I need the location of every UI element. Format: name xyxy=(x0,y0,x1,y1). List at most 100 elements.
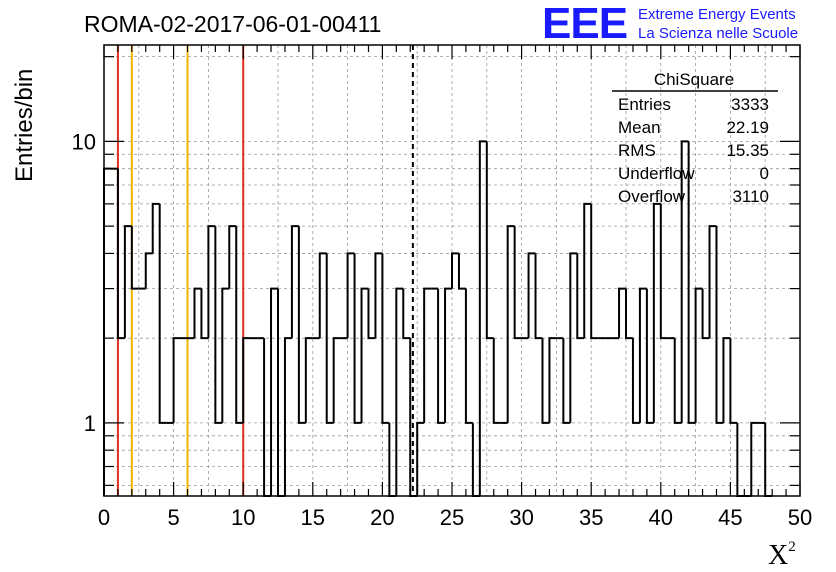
histogram-bin xyxy=(116,168,125,340)
histogram-bin xyxy=(214,226,223,424)
histogram-bin xyxy=(506,225,515,423)
stats-row-value: 3110 xyxy=(732,187,769,206)
stats-row-value: 0 xyxy=(760,164,769,183)
x-tick-label: 0 xyxy=(98,505,110,530)
histogram-bin xyxy=(534,253,543,340)
histogram-bin xyxy=(562,338,571,424)
stats-row-label: Overflow xyxy=(618,187,686,206)
histogram-bin xyxy=(527,252,536,339)
histogram-bin xyxy=(332,337,341,423)
histogram-bin xyxy=(673,338,682,424)
histogram-bin xyxy=(374,252,383,339)
histogram-bin xyxy=(492,338,501,424)
histogram-bin xyxy=(304,337,313,423)
x-tick-label: 45 xyxy=(718,505,742,530)
x-tick-label: 15 xyxy=(301,505,325,530)
eee-logo: EEE Extreme Energy Events La Scienza nel… xyxy=(542,0,798,48)
x-tick-label: 50 xyxy=(788,505,812,530)
histogram-bin xyxy=(242,337,251,423)
stats-row-label: RMS xyxy=(618,141,656,160)
x-tick-label: 20 xyxy=(370,505,394,530)
histogram-bin xyxy=(638,287,647,423)
histogram-bin xyxy=(652,202,661,423)
histogram-bin xyxy=(715,226,724,424)
histogram-bin xyxy=(444,287,452,423)
y-tick-label: 10 xyxy=(72,129,96,154)
stats-title: ChiSquare xyxy=(654,70,734,89)
stats-row-value: 3333 xyxy=(731,95,769,114)
logo-line-2: La Scienza nelle Scuole xyxy=(638,25,798,42)
histogram-bin xyxy=(283,337,292,496)
histogram-bin xyxy=(437,288,446,424)
chart-title: ROMA-02-2017-06-01-00411 xyxy=(84,11,381,37)
histogram-bin xyxy=(221,287,230,423)
axes xyxy=(103,44,801,497)
histogram-bin xyxy=(750,421,759,496)
histogram-bin xyxy=(367,288,376,340)
histogram-bin xyxy=(318,252,327,339)
histogram-bin xyxy=(416,421,425,496)
histogram-bin xyxy=(694,287,703,423)
histogram-bin xyxy=(207,225,216,339)
logo-mark: EEE xyxy=(542,0,627,48)
histogram-bin xyxy=(172,337,181,423)
histogram-bin xyxy=(325,253,334,424)
x-tick-label: 25 xyxy=(440,505,464,530)
histogram-bin xyxy=(590,203,599,340)
histogram-bin xyxy=(277,288,285,497)
histogram-bin xyxy=(576,253,585,340)
histogram xyxy=(103,140,773,497)
histogram-bin xyxy=(353,253,362,424)
x-tick-label: 30 xyxy=(509,505,533,530)
histogram-bin xyxy=(708,225,717,339)
histogram-bin xyxy=(228,225,237,289)
histogram-bin xyxy=(423,287,432,423)
x-axis-label-superscript: 2 xyxy=(788,539,796,555)
histogram-bin xyxy=(151,202,160,254)
histogram-bin xyxy=(297,226,306,424)
histogram-bin xyxy=(583,202,592,339)
histogram-bin xyxy=(478,140,487,496)
y-tick-label: 1 xyxy=(84,411,96,436)
histogram-bin xyxy=(290,225,299,339)
stats-box: ChiSquare Entries 3333 Mean 22.19 RMS 15.35 Un… xyxy=(612,70,778,206)
histogram-bin xyxy=(235,226,244,424)
histogram-bin xyxy=(645,288,654,424)
histogram-bin xyxy=(451,252,459,289)
histogram-bin xyxy=(402,288,411,340)
y-axis-label: Entries/bin xyxy=(11,69,38,182)
x-axis-label-base: X xyxy=(768,540,788,571)
logo-line-1: Extreme Energy Events xyxy=(638,6,796,23)
histogram-bin xyxy=(722,337,731,423)
histogram-bin xyxy=(631,338,640,424)
histogram-bin xyxy=(200,288,209,340)
histogram-bin xyxy=(701,288,710,340)
histogram-bin xyxy=(659,203,668,340)
histogram-bin xyxy=(123,225,132,339)
stats-row-label: Underflow xyxy=(618,164,695,183)
histogram-bin xyxy=(103,167,111,496)
histogram-bin xyxy=(130,226,139,290)
histogram-bin xyxy=(346,252,355,339)
x-tick-label: 10 xyxy=(231,505,255,530)
histogram-bin xyxy=(144,252,153,289)
stats-row-value: 15.35 xyxy=(726,141,769,160)
histogram-bin xyxy=(729,338,738,424)
x-tick-label: 40 xyxy=(649,505,673,530)
tick-labels: 0 5 10 15 20 25 30 35 40 45 50 1 10 xyxy=(72,129,813,530)
histogram-bin xyxy=(381,253,390,424)
stats-rows: Entries 3333 Mean 22.19 RMS 15.35 Underflow 0 Ov… xyxy=(618,95,769,206)
marker-lines xyxy=(116,45,414,496)
histogram-bin xyxy=(464,288,473,424)
histogram-bin xyxy=(360,287,369,423)
x-tick-label: 5 xyxy=(167,505,179,530)
histogram-bin xyxy=(395,287,404,496)
histogram-bin xyxy=(270,287,278,496)
histogram-bin xyxy=(680,140,689,423)
x-axis-label: X2 xyxy=(768,539,796,571)
stats-row-label: Entries xyxy=(618,95,671,114)
x-tick-label: 35 xyxy=(579,505,603,530)
histogram-bin xyxy=(193,287,202,339)
histogram-bin xyxy=(263,338,272,497)
